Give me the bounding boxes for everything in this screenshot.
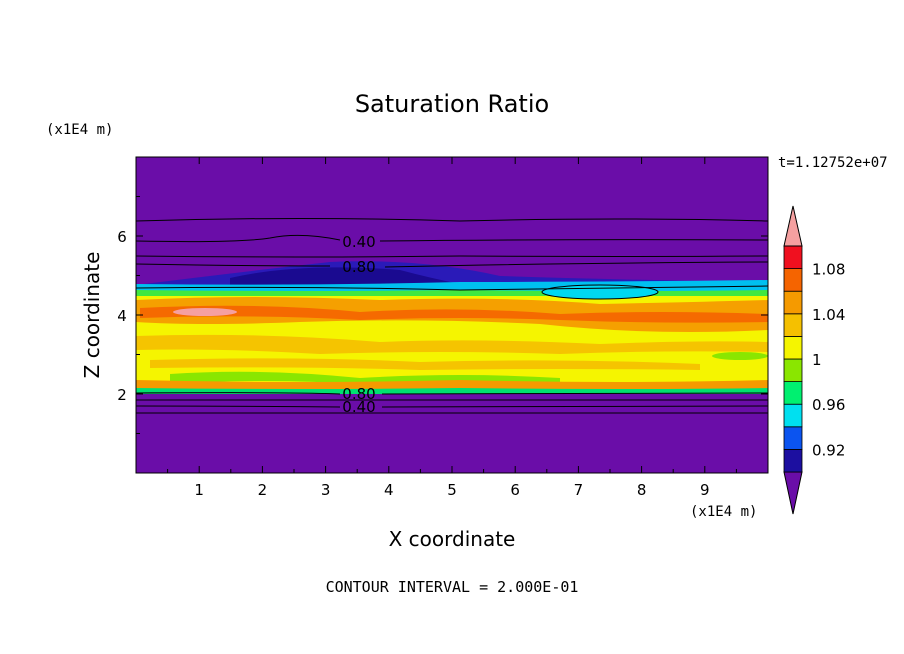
contour-label: 0.40 <box>342 233 375 251</box>
x-tick-label: 8 <box>637 481 647 499</box>
y-axis-label: Z coordinate <box>80 252 104 379</box>
colorbar-swatch <box>783 426 803 450</box>
green-patch-right <box>712 352 768 360</box>
colorbar-swatch <box>783 245 803 270</box>
x-unit-label: (x1E4 m) <box>690 504 757 520</box>
red-orange-band <box>140 305 768 323</box>
x-tick-label: 2 <box>258 481 268 499</box>
x-tick-label: 6 <box>510 481 520 499</box>
x-axis: 1 2 3 4 5 6 7 8 9 <box>167 157 737 499</box>
colorbar-tick-label: 0.96 <box>812 396 845 414</box>
pink-patch <box>173 308 237 316</box>
contour-interval-footer: CONTOUR INTERVAL = 2.000E-01 <box>326 578 579 596</box>
contour-field <box>136 157 768 473</box>
contour-label: 0.80 <box>342 258 375 276</box>
colorbar-swatch <box>783 268 803 292</box>
orange-band-low <box>150 358 700 370</box>
y-tick-label: 6 <box>117 228 127 246</box>
colorbar-upper-extend <box>783 205 803 247</box>
colorbar-swatch <box>783 313 803 337</box>
contour-label: 0.80 <box>342 385 375 403</box>
colorbar-swatch <box>783 358 803 383</box>
contour-label: 0.40 <box>342 398 375 416</box>
colorbar: 1.08 1.04 1 0.96 0.92 <box>783 205 845 515</box>
y-axis: 2 4 6 <box>117 196 768 434</box>
x-tick-label: 7 <box>574 481 584 499</box>
y-unit-label: (x1E4 m) <box>46 122 113 138</box>
chart-title: Saturation Ratio <box>355 90 549 118</box>
x-tick-label: 9 <box>700 481 710 499</box>
colorbar-tick-label: 1.04 <box>812 306 845 324</box>
colorbar-tick-label: 1.08 <box>812 261 845 279</box>
contour-lines <box>136 218 768 414</box>
x-tick-label: 3 <box>321 481 331 499</box>
colorbar-lower-extend <box>783 471 803 515</box>
y-tick-label: 2 <box>117 386 127 404</box>
colorbar-tick-label: 0.92 <box>812 441 845 459</box>
colorbar-swatch <box>783 403 803 428</box>
y-tick-label: 4 <box>117 307 127 325</box>
x-tick-label: 4 <box>384 481 394 499</box>
colorbar-swatch <box>783 335 803 360</box>
x-tick-label: 5 <box>447 481 457 499</box>
time-label: t=1.12752e+07 <box>778 155 888 171</box>
colorbar-swatch <box>783 290 803 315</box>
colorbar-tick-label: 1 <box>812 351 822 369</box>
x-axis-label: X coordinate <box>389 527 516 551</box>
orange-band-mid <box>136 334 768 354</box>
colorbar-swatch <box>783 381 803 405</box>
deep-blue-patch <box>230 267 460 286</box>
colorbar-swatch <box>783 448 803 473</box>
x-tick-label: 1 <box>194 481 204 499</box>
